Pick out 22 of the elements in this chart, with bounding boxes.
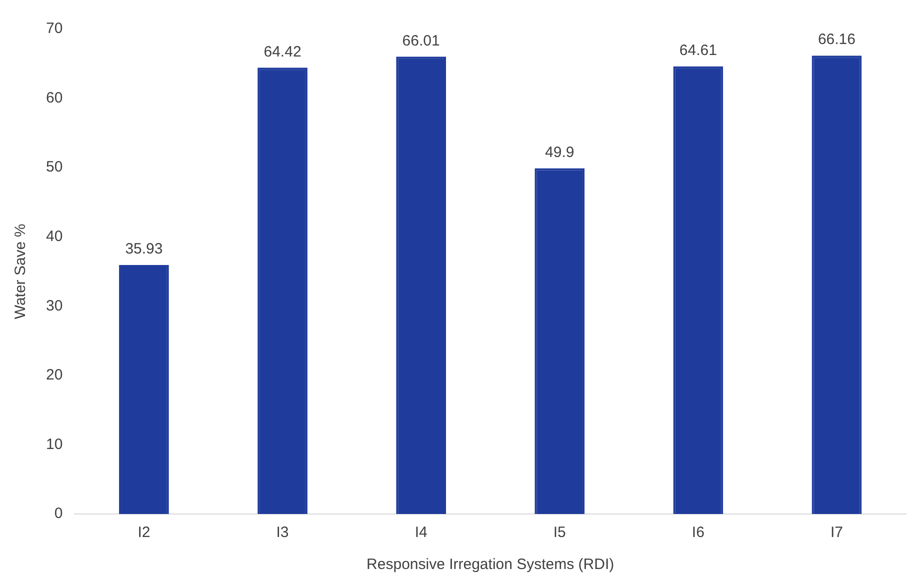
- data-label: 64.61: [679, 42, 717, 59]
- x-axis-title: Responsive Irregation Systems (RDI): [366, 556, 614, 574]
- y-tick-label: 60: [46, 89, 63, 106]
- x-tick-label: I6: [692, 524, 704, 542]
- data-label: 66.01: [402, 32, 440, 50]
- y-tick-label: 70: [46, 20, 63, 38]
- x-tick-label: I7: [830, 524, 843, 542]
- data-label: 64.42: [264, 43, 302, 60]
- data-label: 35.93: [125, 240, 163, 258]
- y-tick-label: 30: [46, 297, 63, 314]
- y-axis-title: Water Save %: [12, 224, 30, 320]
- y-tick-label: 10: [46, 436, 63, 453]
- y-tick-label: 20: [46, 366, 63, 384]
- x-tick-label: I5: [553, 524, 566, 542]
- y-tick-label: 40: [46, 228, 63, 245]
- x-tick-label: I4: [414, 524, 428, 542]
- y-tick-label: 0: [54, 505, 63, 522]
- x-tick-label: I2: [138, 524, 150, 542]
- data-label: 49.9: [545, 144, 574, 161]
- y-tick-label: 50: [46, 158, 63, 176]
- x-tick-label: I3: [276, 524, 289, 542]
- data-label: 66.16: [818, 31, 856, 48]
